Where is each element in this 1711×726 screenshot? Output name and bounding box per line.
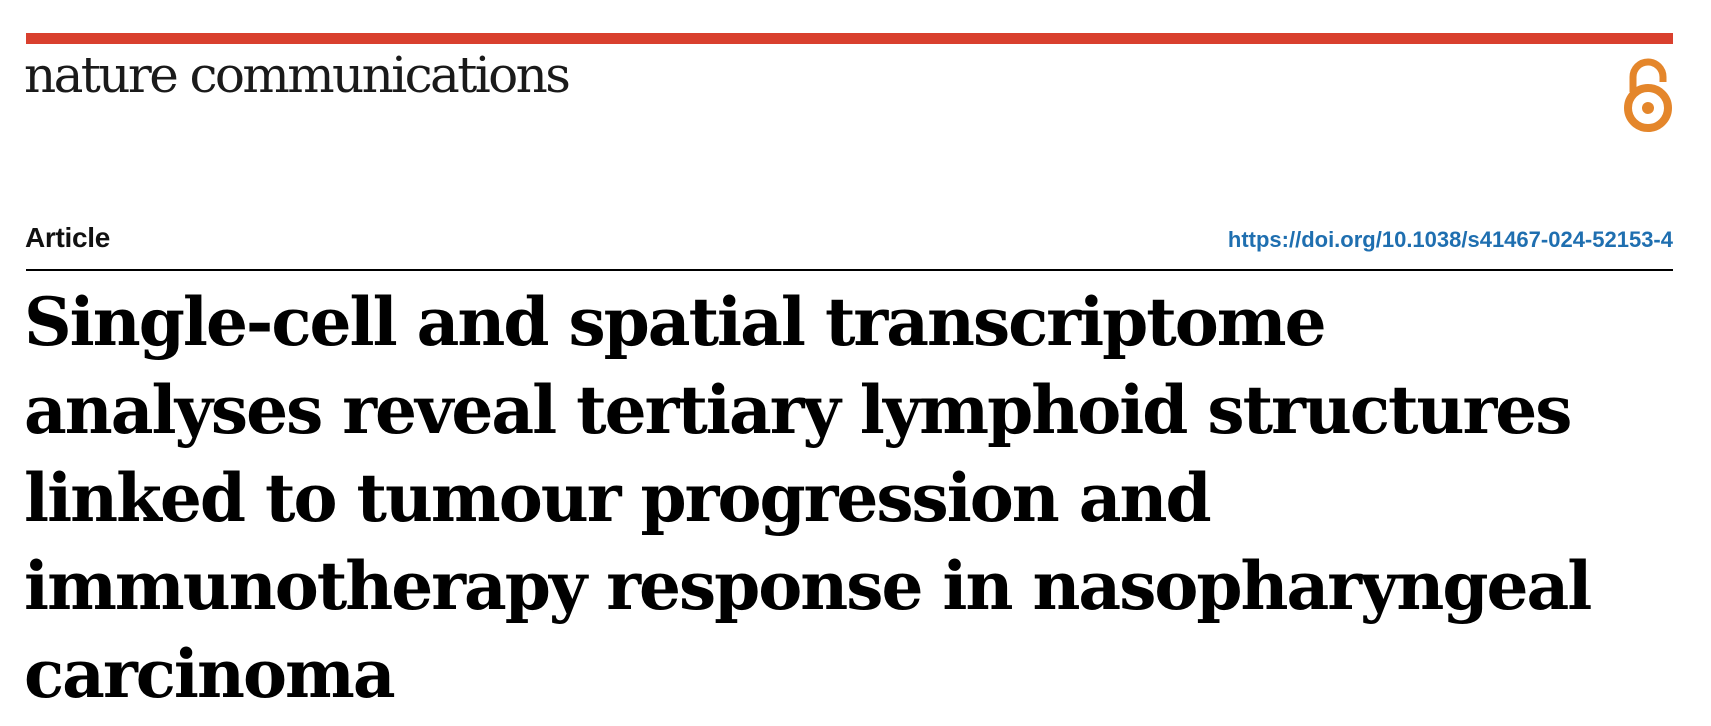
article-title: Single-cell and spatial transcriptome an… [24,278,1684,718]
section-divider [26,269,1673,271]
title-line-4: immunotherapy response in nasopharyngeal [24,547,1592,625]
open-access-icon [1624,58,1672,132]
journal-name: nature communications [24,46,571,104]
title-line-1: Single-cell and spatial transcriptome [24,283,1327,361]
article-type-label: Article [25,222,111,253]
title-line-5: carcinoma [24,635,396,713]
doi-link[interactable]: https://doi.org/10.1038/s41467-024-52153… [1227,227,1673,252]
title-line-2: analyses reveal tertiary lymphoid struct… [24,371,1572,449]
title-line-3: linked to tumour progression and [24,459,1212,537]
journal-brand-bar [26,33,1673,44]
